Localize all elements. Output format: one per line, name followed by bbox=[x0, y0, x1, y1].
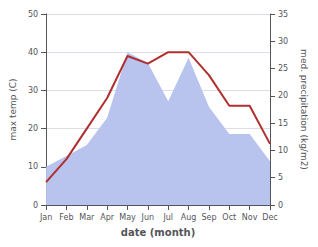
svg-text:Jul: Jul bbox=[162, 213, 173, 222]
svg-text:20: 20 bbox=[28, 124, 38, 133]
svg-text:0: 0 bbox=[33, 201, 38, 210]
svg-text:Jun: Jun bbox=[141, 213, 155, 222]
svg-text:50: 50 bbox=[28, 10, 38, 19]
svg-text:Sep: Sep bbox=[201, 213, 216, 222]
svg-text:Jan: Jan bbox=[39, 213, 52, 222]
svg-text:10: 10 bbox=[28, 162, 38, 171]
svg-text:5: 5 bbox=[278, 173, 283, 182]
svg-text:40: 40 bbox=[28, 48, 38, 57]
svg-text:max temp (C): max temp (C) bbox=[8, 78, 18, 140]
svg-text:med. precipitation (kg/m2): med. precipitation (kg/m2) bbox=[299, 49, 309, 170]
svg-text:Dec: Dec bbox=[262, 213, 277, 222]
svg-text:15: 15 bbox=[278, 119, 288, 128]
svg-text:May: May bbox=[119, 213, 136, 222]
svg-text:Mar: Mar bbox=[79, 213, 95, 222]
svg-text:Apr: Apr bbox=[100, 213, 115, 222]
svg-text:10: 10 bbox=[278, 146, 288, 155]
svg-text:Feb: Feb bbox=[59, 213, 73, 222]
svg-text:Oct: Oct bbox=[222, 213, 236, 222]
svg-text:20: 20 bbox=[278, 91, 288, 100]
svg-text:30: 30 bbox=[278, 37, 288, 46]
svg-text:30: 30 bbox=[28, 86, 38, 95]
svg-text:35: 35 bbox=[278, 10, 288, 19]
svg-text:25: 25 bbox=[278, 64, 288, 73]
svg-text:date (month): date (month) bbox=[121, 227, 195, 238]
svg-text:0: 0 bbox=[278, 201, 283, 210]
svg-text:Aug: Aug bbox=[181, 213, 197, 222]
svg-text:Nov: Nov bbox=[242, 213, 258, 222]
